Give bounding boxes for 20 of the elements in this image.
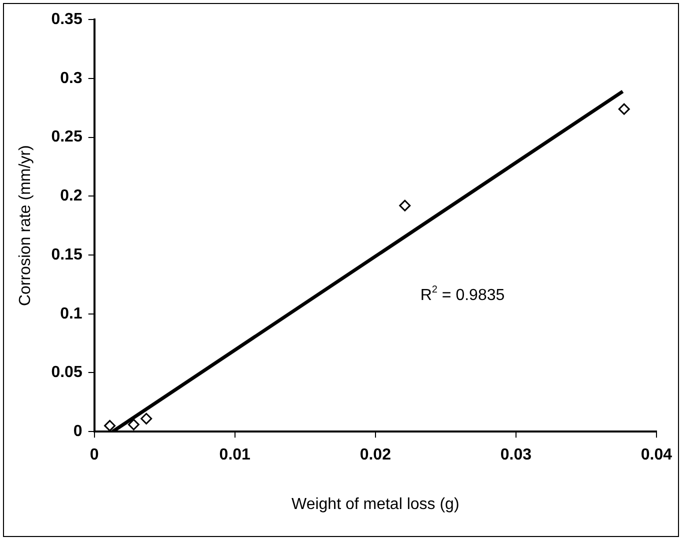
point xyxy=(104,420,116,432)
x-tick-label: 0.02 xyxy=(360,446,392,464)
point xyxy=(140,412,152,424)
y-axis-title: Corrosion rate (mm/yr) xyxy=(17,145,34,306)
x-axis-title: Weight of metal loss (g) xyxy=(292,496,460,513)
x-tick-label: 0.03 xyxy=(500,446,532,464)
y-tick-label: 0 xyxy=(73,423,82,440)
y-tick-label: 0.2 xyxy=(60,188,82,205)
x-tick-label: 0 xyxy=(90,446,99,464)
point xyxy=(399,200,411,212)
point xyxy=(128,418,140,430)
y-tick-label: 0.35 xyxy=(51,11,82,28)
y-tick-label: 0.15 xyxy=(51,246,82,264)
y-tick-label: 0.1 xyxy=(60,305,82,322)
point xyxy=(618,103,630,115)
x-tick-label: 0.01 xyxy=(219,446,251,464)
y-tick-label: 0.05 xyxy=(51,364,82,382)
y-tick-label: 0.3 xyxy=(60,70,82,87)
x-tick-label: 0.04 xyxy=(640,446,672,464)
y-tick-label: 0.25 xyxy=(51,128,82,146)
